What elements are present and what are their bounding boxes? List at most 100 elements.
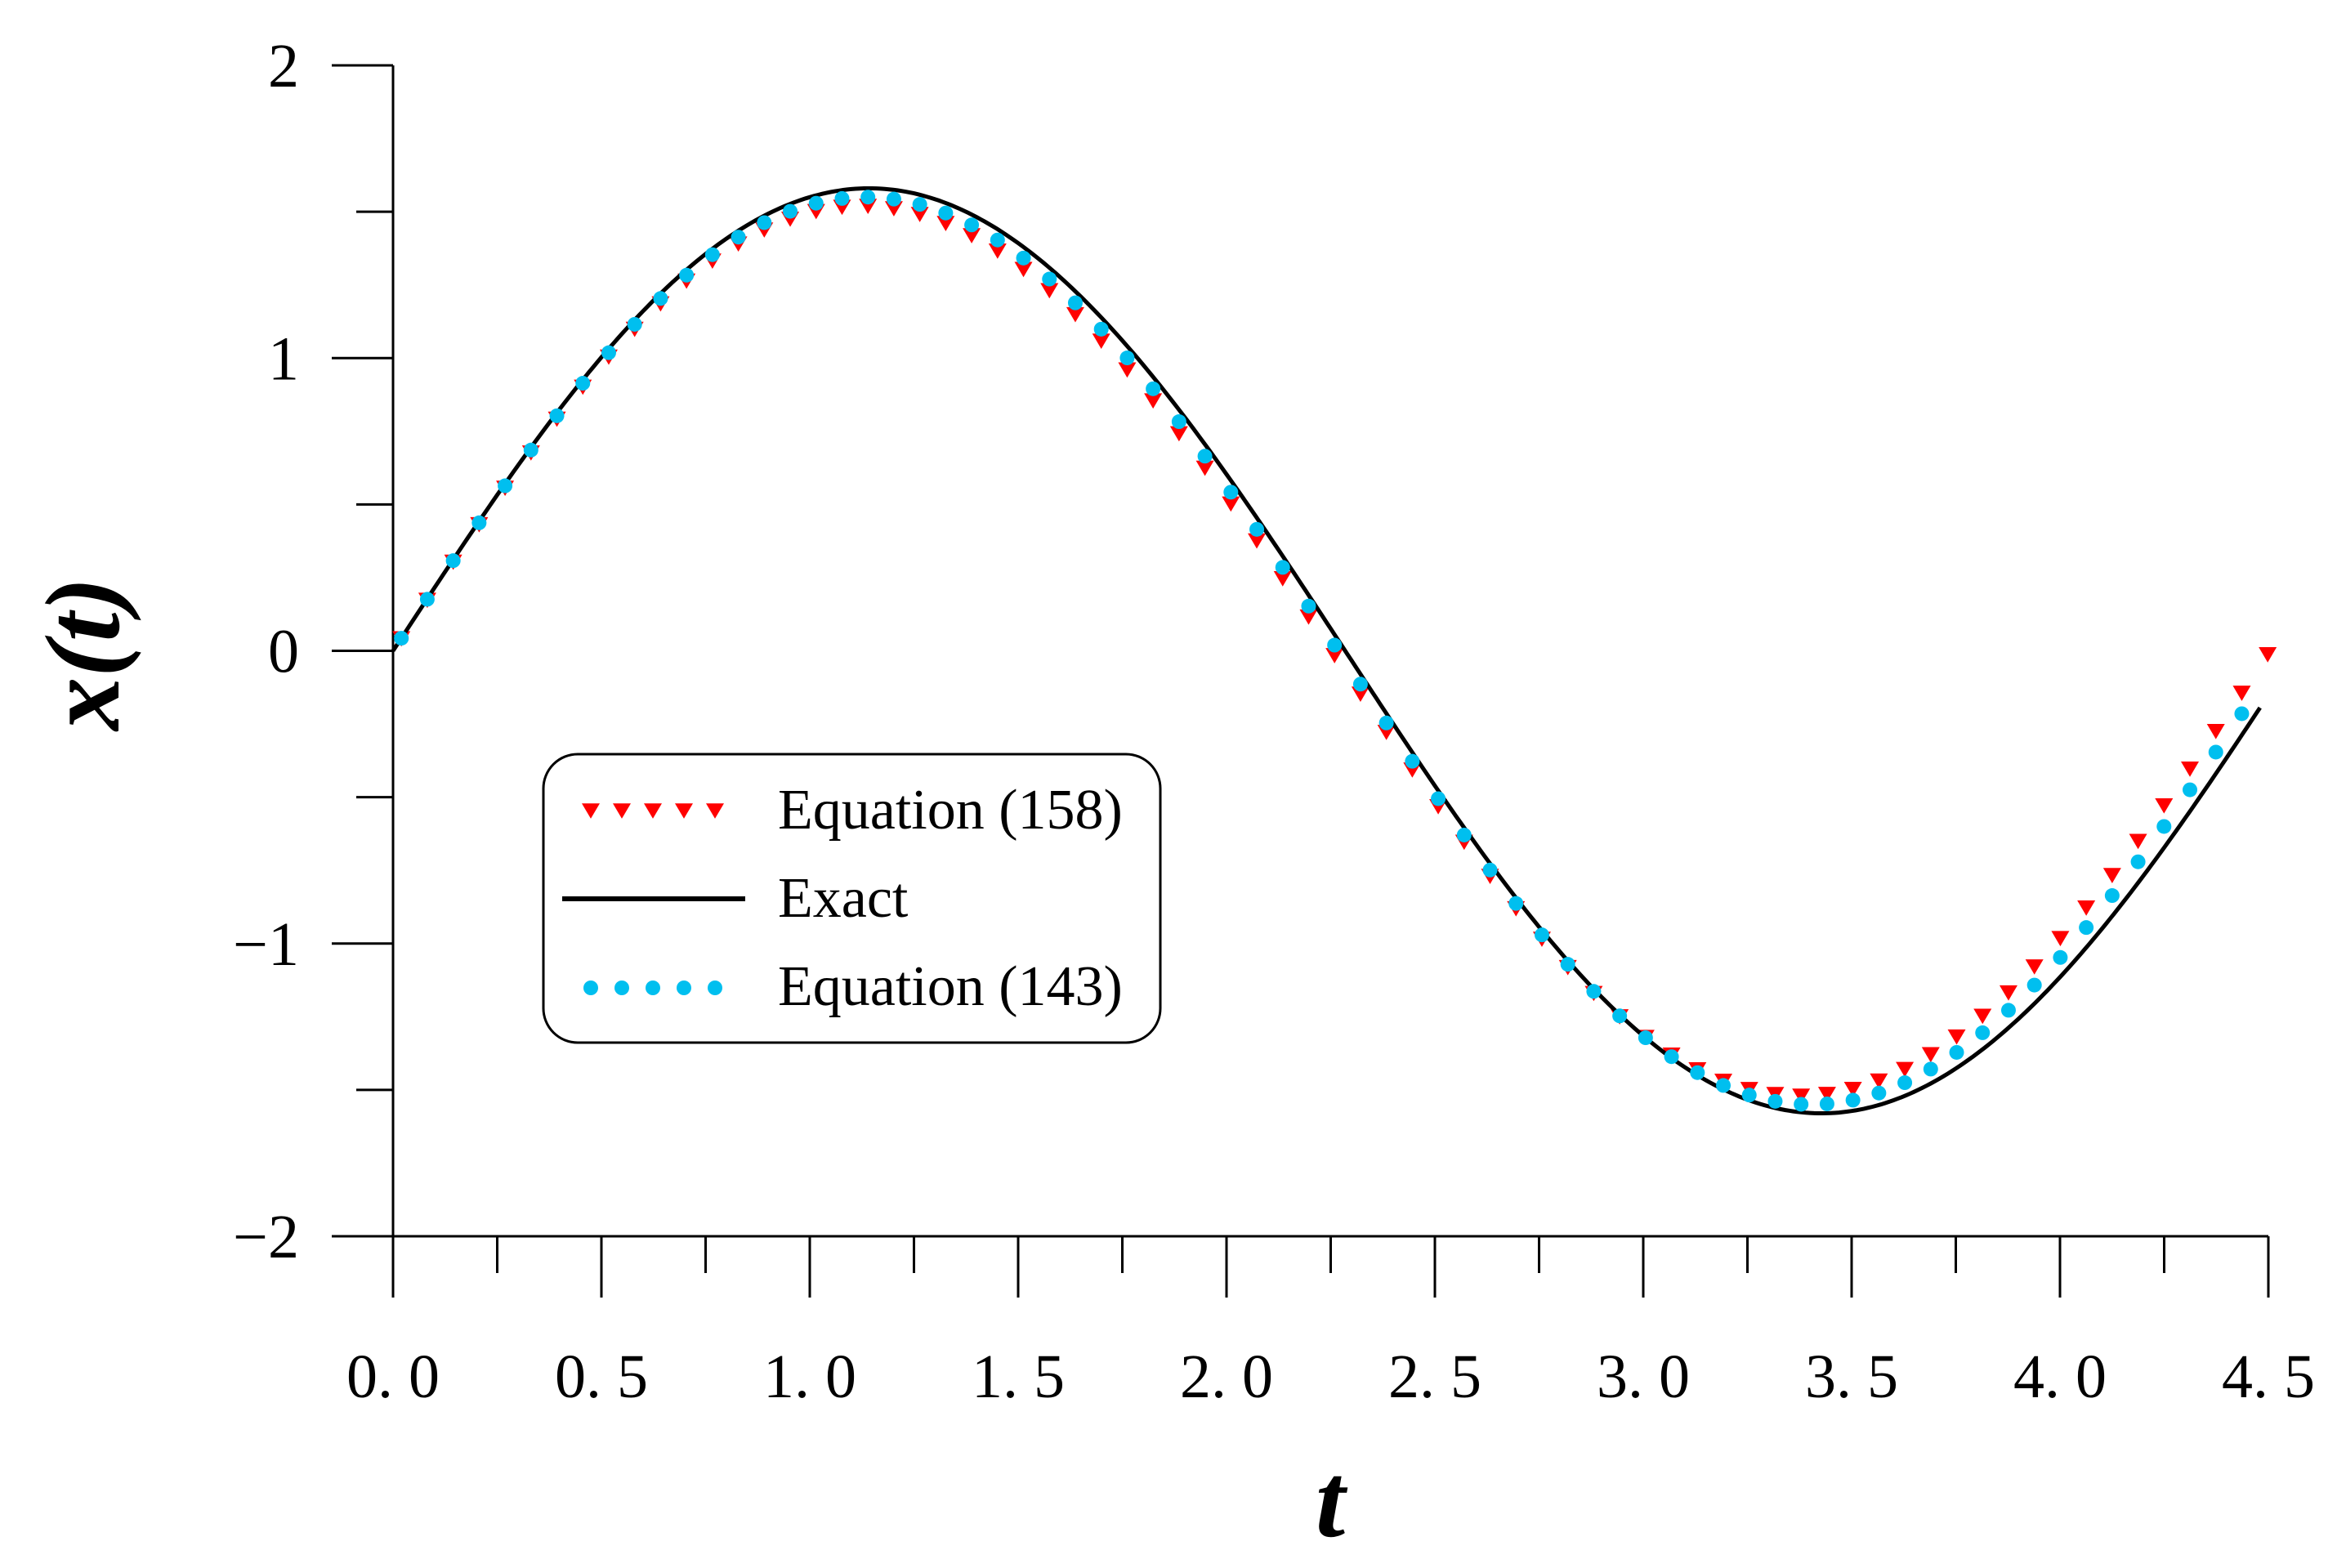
data-point [2130, 854, 2146, 869]
y-tick-label: 0 [268, 618, 299, 686]
legend-marker-equation-143 [583, 981, 722, 995]
data-point [1792, 1088, 1811, 1104]
data-point [1040, 283, 1059, 299]
x-tick-label: 2. 0 [1180, 1342, 1273, 1411]
data-point [1197, 449, 1213, 464]
data-point [1664, 1049, 1679, 1065]
data-point [1921, 1047, 1940, 1063]
data-point [679, 267, 695, 283]
legend-marker [677, 981, 691, 995]
data-point [1690, 1065, 1705, 1080]
data-point [1093, 321, 1109, 337]
legend-label-equation-158: Equation (158) [778, 779, 1123, 842]
x-tick-label: 2. 5 [1388, 1342, 1481, 1411]
data-point [834, 190, 850, 206]
y-tick-label: 1 [268, 324, 299, 393]
data-point [884, 201, 903, 217]
data-point [1042, 271, 1057, 287]
y-tick-label: −2 [233, 1203, 299, 1271]
data-point [1482, 862, 1498, 878]
data-point [990, 232, 1005, 248]
data-point [1171, 414, 1186, 430]
data-point [2026, 977, 2042, 993]
data-point [2181, 762, 2200, 777]
data-point [1923, 1061, 1938, 1077]
data-point [2104, 888, 2120, 904]
data-point [783, 203, 798, 219]
data-point [1301, 598, 1316, 614]
data-point [757, 215, 772, 230]
x-tick-label: 1. 5 [972, 1342, 1065, 1411]
data-point [1327, 637, 1343, 653]
data-point [1379, 715, 1394, 730]
data-point [419, 592, 435, 607]
data-point [1275, 560, 1290, 575]
data-point [912, 197, 927, 212]
y-axis-title: x(t) [25, 577, 142, 732]
data-point [1299, 609, 1318, 625]
data-point [1144, 393, 1163, 409]
data-point [2053, 949, 2068, 965]
legend-marker [706, 803, 724, 819]
series-exact [391, 186, 2262, 1115]
data-point [963, 228, 981, 243]
data-point [1947, 1029, 1966, 1045]
legend-marker [675, 803, 693, 819]
data-point [1767, 1093, 1783, 1109]
data-point [1118, 362, 1137, 378]
data-point [1014, 261, 1033, 278]
data-point [1716, 1078, 1732, 1093]
data-point [2155, 797, 2174, 814]
data-point [1819, 1096, 1834, 1111]
data-point [1169, 426, 1188, 442]
data-point [1119, 351, 1135, 366]
data-point [549, 408, 565, 423]
data-point [1871, 1085, 1887, 1101]
data-point [938, 205, 954, 221]
data-point [1999, 985, 2018, 1001]
data-point [2206, 723, 2225, 739]
series-equation-143 [394, 190, 2250, 1112]
x-tick-label: 4. 0 [2013, 1342, 2107, 1411]
data-point [523, 442, 538, 458]
data-point [2102, 868, 2121, 883]
data-point [1612, 1008, 1628, 1024]
data-point [704, 247, 720, 262]
plot-area [391, 186, 2277, 1115]
data-point [1817, 1087, 1836, 1102]
y-tick-label: 2 [268, 32, 299, 101]
legend: Equation (158) Exact Equation (143) [542, 753, 1162, 1044]
legend-label-exact: Exact [778, 867, 909, 930]
data-point [1638, 1030, 1653, 1046]
data-point [1067, 295, 1083, 310]
x-tick-label: 3. 0 [1597, 1342, 1690, 1411]
data-point [1560, 957, 1575, 972]
exact-line [391, 186, 2262, 1115]
data-point [575, 376, 591, 391]
data-point [2000, 1003, 2016, 1018]
data-point [1456, 827, 1472, 842]
data-point [910, 207, 929, 222]
data-point [1066, 306, 1084, 323]
data-point [1249, 521, 1265, 537]
x-axis-ticks: 0. 0 0. 5 1. 0 1. 5 2. 0 2. 5 3. 0 3. 5 4. 0 4. 5 [346, 1236, 2315, 1411]
legend-marker [613, 803, 631, 819]
data-point [1431, 791, 1446, 806]
legend-marker-equation-158 [582, 803, 724, 819]
legend-marker [708, 981, 722, 995]
data-point [601, 345, 616, 360]
data-point [1146, 381, 1161, 396]
y-axis-ticks: −2 −1 0 1 2 [233, 32, 393, 1271]
data-point [1845, 1092, 1861, 1108]
data-point [1223, 485, 1239, 500]
data-point [1195, 460, 1214, 476]
data-point [988, 243, 1007, 259]
data-point [2079, 920, 2094, 936]
legend-marker [614, 981, 629, 995]
data-point [1949, 1044, 1964, 1060]
data-point [936, 216, 955, 231]
data-point [445, 553, 461, 569]
legend-marker [582, 803, 600, 819]
data-point [2234, 706, 2250, 721]
